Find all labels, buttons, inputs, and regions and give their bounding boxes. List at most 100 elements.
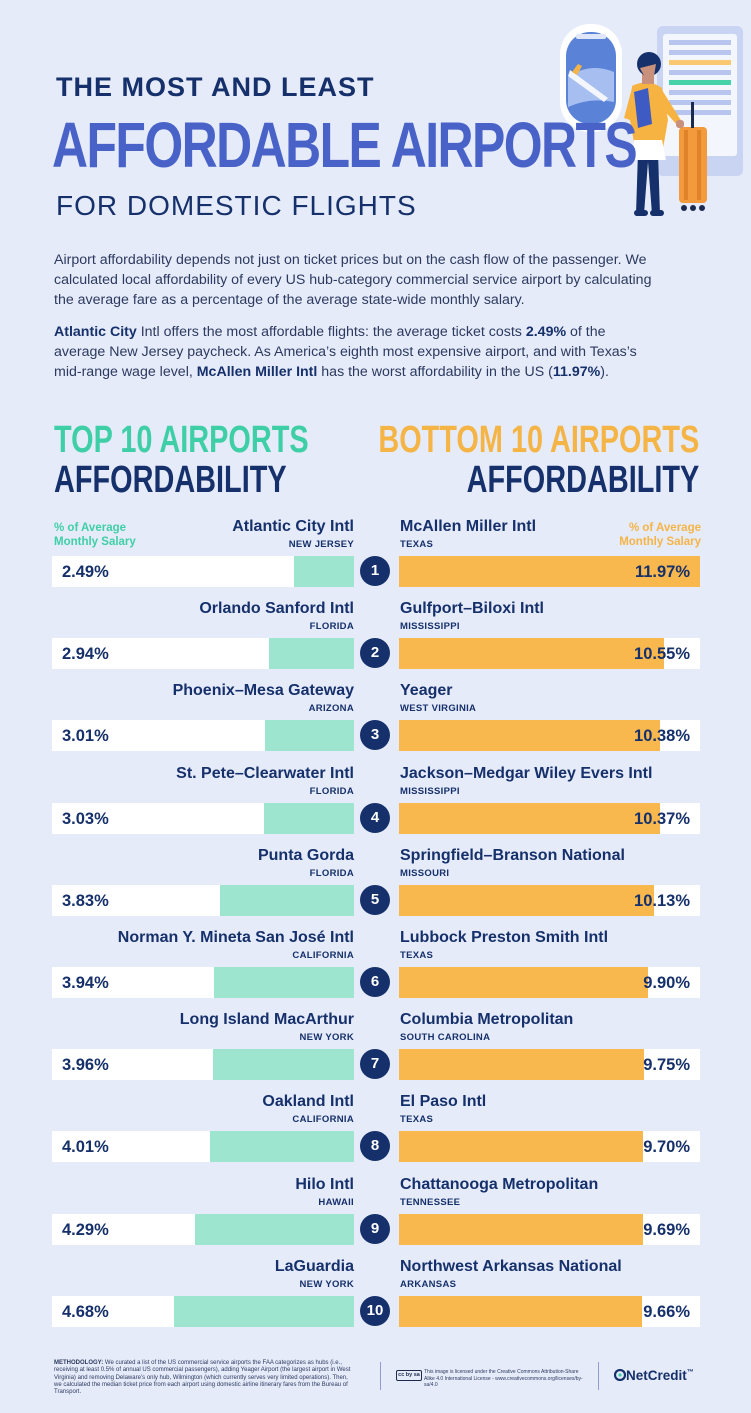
bottom-airport-state: TEXAS: [400, 1114, 434, 1125]
bottom-value-label: 11.97%: [634, 563, 690, 581]
bottom-bar: [399, 1214, 643, 1245]
footer-divider-2: [598, 1362, 599, 1390]
top-airport-name: Hilo Intl: [295, 1176, 354, 1193]
bottom-airport-name: Lubbock Preston Smith Intl: [400, 929, 609, 946]
bottom-bar: [399, 885, 654, 916]
top-value-label: 4.29%: [62, 1221, 109, 1239]
intro-highlight-value-high: 11.97%: [552, 364, 601, 380]
top-bar: [214, 967, 354, 998]
bottom-airport-name: Northwest Arkansas National: [400, 1258, 622, 1275]
cc-license-badge: cc by sa: [396, 1370, 422, 1381]
rank-badge: 9: [360, 1214, 390, 1244]
bottom-airport-name: El Paso Intl: [400, 1093, 487, 1110]
top-value-label: 4.68%: [62, 1303, 109, 1321]
top-airport-state: NEW YORK: [299, 1032, 354, 1043]
top-bar: [174, 1296, 354, 1327]
top-value-label: 3.83%: [62, 892, 109, 910]
top-bar: [265, 720, 354, 751]
bottom-airport-name: Gulfport–Biloxi Intl: [400, 600, 544, 617]
top-bar: [195, 1214, 354, 1245]
rank-badge: 5: [360, 885, 390, 915]
top-airport-state: FLORIDA: [309, 868, 354, 879]
top-bar: [210, 1131, 354, 1162]
bottom-value-label: 10.38%: [634, 727, 690, 745]
intro-highlight-atlantic: Atlantic City: [54, 324, 137, 340]
top-value-label: 3.96%: [62, 1056, 109, 1074]
bottom-bar: [399, 720, 660, 751]
bottom-airport-state: SOUTH CAROLINA: [400, 1032, 491, 1043]
bottom-bar: [399, 1131, 643, 1162]
top-airport-name: Atlantic City Intl: [232, 518, 354, 535]
top-airport-state: CALIFORNIA: [292, 1114, 354, 1125]
top-value-label: 2.49%: [62, 563, 109, 581]
top-bar: [220, 885, 354, 916]
top-bar: [213, 1049, 354, 1080]
rank-badge: 8: [360, 1131, 390, 1161]
bottom-airport-name: Yeager: [400, 682, 453, 699]
rank-badge: 2: [360, 638, 390, 668]
title-line-1: THE MOST AND LEAST: [56, 72, 375, 102]
top-airport-state: HAWAII: [318, 1197, 354, 1208]
top-bar: [269, 638, 354, 669]
top-airport-state: FLORIDA: [309, 621, 354, 632]
top-airport-name: Norman Y. Mineta San José Intl: [117, 929, 354, 946]
bottom-value-label: 9.90%: [643, 974, 690, 992]
legend-top: % of Average Monthly Salary: [54, 522, 136, 548]
footer-divider-1: [380, 1362, 381, 1390]
top-airport-state: CALIFORNIA: [292, 950, 354, 961]
bottom-airport-name: McAllen Miller Intl: [400, 518, 537, 535]
netcredit-logo: NetCredit™: [613, 1368, 694, 1383]
top-airport-name: Orlando Sanford Intl: [199, 600, 354, 617]
bottom-airport-name: Columbia Metropolitan: [400, 1011, 574, 1028]
bottom-value-label: 9.66%: [643, 1303, 690, 1321]
bottom-airport-state: TENNESSEE: [400, 1197, 461, 1208]
top-airport-name: LaGuardia: [274, 1258, 354, 1275]
bottom-airport-state: MISSISSIPPI: [400, 786, 460, 797]
top-airport-state: NEW YORK: [299, 1279, 354, 1290]
bottom-value-label: 10.55%: [634, 645, 690, 663]
traveler-illustration: [560, 24, 743, 216]
top-10-heading: TOP 10 AIRPORTS AFFORDABILITY: [54, 419, 309, 501]
bottom-10-heading: BOTTOM 10 AIRPORTS AFFORDABILITY: [378, 419, 699, 501]
top-value-label: 3.01%: [62, 727, 109, 745]
bottom-bar: [399, 556, 700, 587]
bottom-value-label: 9.70%: [643, 1138, 690, 1156]
bottom-airport-name: Springfield–Branson National: [400, 847, 625, 864]
top-value-label: 2.94%: [62, 645, 109, 663]
bottom-airport-state: MISSOURI: [400, 868, 450, 879]
top-value-label: 4.01%: [62, 1138, 109, 1156]
rank-badge: 1: [360, 556, 390, 586]
top-bar: [264, 803, 354, 834]
top-airport-name: Punta Gorda: [257, 847, 354, 864]
top-airport-state: FLORIDA: [309, 786, 354, 797]
top-airport-state: NEW JERSEY: [288, 539, 354, 550]
bottom-airport-state: TEXAS: [400, 950, 434, 961]
bottom-bar: [399, 1296, 642, 1327]
top-airport-name: Oakland Intl: [262, 1093, 354, 1110]
bottom-airport-state: ARKANSAS: [400, 1279, 457, 1290]
top-airport-name: Phoenix–Mesa Gateway: [172, 682, 354, 699]
rank-badge: 6: [360, 967, 390, 997]
intro-highlight-value-low: 2.49%: [525, 324, 567, 340]
bottom-bar: [399, 1049, 644, 1080]
top-airport-name: St. Pete–Clearwater Intl: [176, 765, 354, 782]
methodology: METHODOLOGY: We curated a list of the US…: [54, 1360, 351, 1396]
rank-badge: 10: [360, 1296, 390, 1326]
bottom-bar: [399, 803, 660, 834]
title-line-3: FOR DOMESTIC FLIGHTS: [56, 190, 417, 221]
bottom-value-label: 9.69%: [643, 1221, 690, 1239]
rank-badge: 4: [360, 803, 390, 833]
bottom-airport-state: MISSISSIPPI: [400, 621, 460, 632]
intro-paragraph-1: Airport affordability depends not just o…: [54, 252, 652, 308]
top-airport-state: ARIZONA: [308, 703, 354, 714]
bottom-value-label: 10.13%: [634, 892, 690, 910]
top-bar: [294, 556, 354, 587]
top-value-label: 3.03%: [62, 810, 109, 828]
bottom-value-label: 9.75%: [643, 1056, 690, 1074]
legend-bottom: % of Average Monthly Salary: [619, 522, 701, 548]
top-value-label: 3.94%: [62, 974, 109, 992]
bottom-bar: [399, 967, 648, 998]
bottom-airport-name: Jackson–Medgar Wiley Evers Intl: [400, 765, 653, 782]
license-text[interactable]: This image is licensed under the Creativ…: [424, 1369, 583, 1388]
bottom-value-label: 10.37%: [634, 810, 690, 828]
